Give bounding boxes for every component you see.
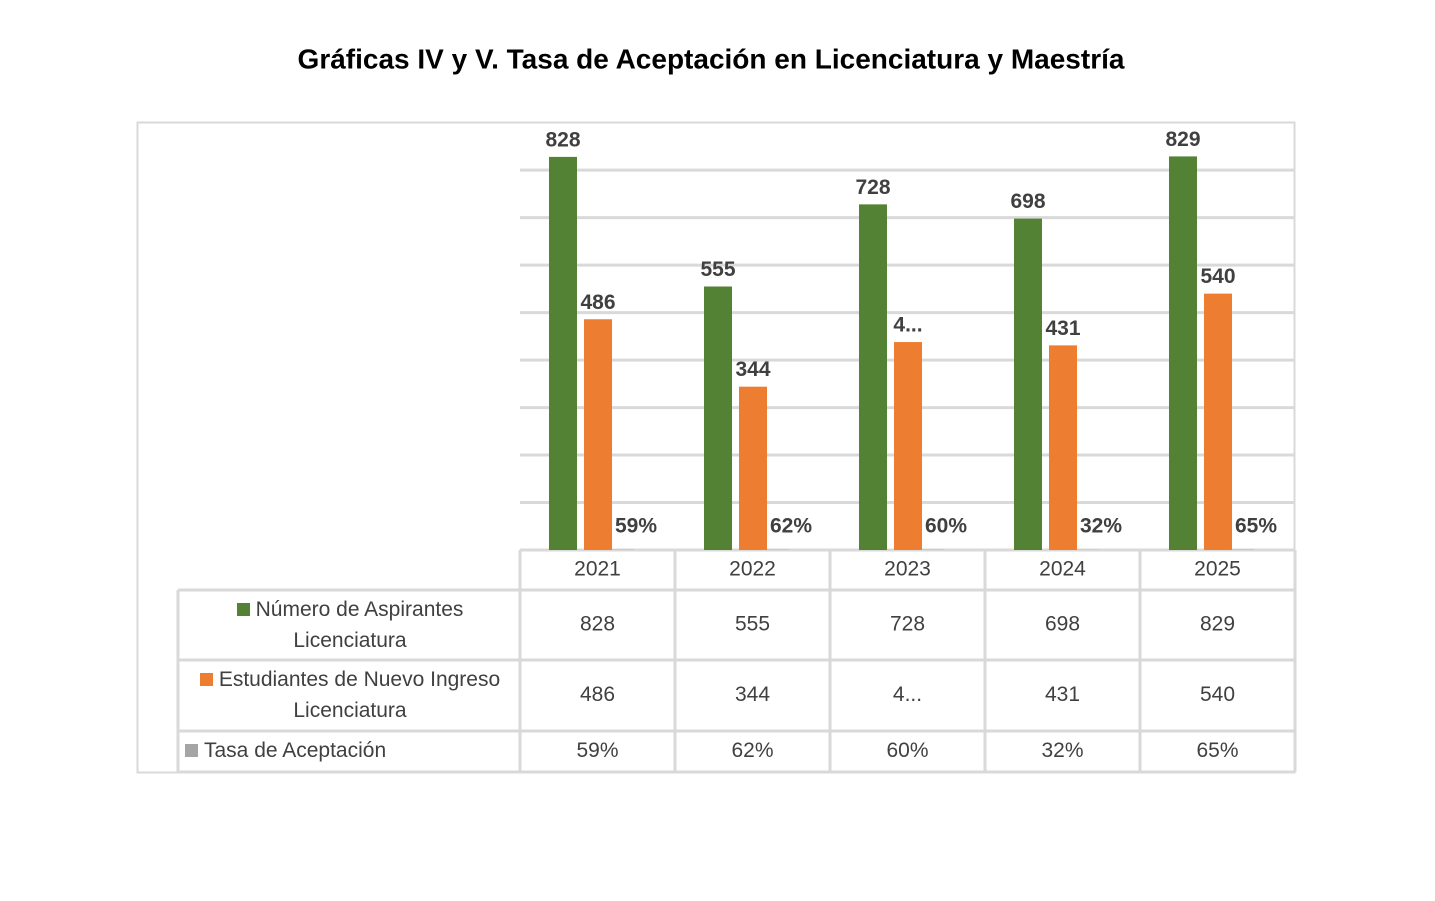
table-value: 728 <box>890 613 925 636</box>
data-label: 59% <box>615 515 657 538</box>
table-value: 344 <box>735 683 770 706</box>
table-value: 4... <box>893 683 922 706</box>
table-value: 486 <box>580 683 615 706</box>
bar <box>549 156 577 550</box>
x-tick-label: 2022 <box>729 558 776 581</box>
data-label: 60% <box>925 515 967 538</box>
table-value: 555 <box>735 613 770 636</box>
data-label: 540 <box>1200 265 1235 288</box>
bar <box>1169 156 1197 550</box>
chart-title: Gráficas IV y V. Tasa de Aceptación en L… <box>298 43 1125 74</box>
data-label: 555 <box>700 258 735 281</box>
table-value: 829 <box>1200 613 1235 636</box>
data-label: 828 <box>545 128 580 151</box>
x-tick-label: 2024 <box>1039 558 1086 581</box>
legend-swatch <box>185 744 198 757</box>
bar <box>704 286 732 550</box>
bar <box>859 204 887 551</box>
legend-label: Número de Aspirantes Licenciatura <box>255 598 464 652</box>
data-label: 32% <box>1080 515 1122 538</box>
legend-label: Estudiantes de Nuevo Ingreso Licenciatur… <box>218 668 501 722</box>
data-label: 486 <box>580 291 615 314</box>
table-value: 540 <box>1200 683 1235 706</box>
x-tick-label: 2025 <box>1194 558 1241 581</box>
table-value: 32% <box>1041 739 1083 762</box>
legend-label: Tasa de Aceptación <box>204 739 387 762</box>
data-label: 4... <box>893 314 922 337</box>
table-value: 59% <box>576 739 618 762</box>
x-tick-label: 2021 <box>574 558 621 581</box>
table-value: 60% <box>886 739 928 762</box>
table-value: 698 <box>1045 613 1080 636</box>
legend-swatch <box>236 603 250 616</box>
table-value: 62% <box>731 739 773 762</box>
legend-entry: Número de Aspirantes Licenciatura <box>185 594 515 656</box>
bar <box>1049 345 1077 550</box>
data-label: 65% <box>1235 515 1277 538</box>
bar <box>739 386 767 550</box>
bar <box>894 342 922 550</box>
data-label: 698 <box>1010 190 1045 213</box>
data-label: 62% <box>770 515 812 538</box>
legend-swatch <box>199 673 213 686</box>
data-label: 431 <box>1045 317 1080 340</box>
bar <box>584 319 612 550</box>
data-label: 344 <box>735 358 770 381</box>
table-value: 828 <box>580 613 615 636</box>
data-label: 728 <box>855 176 890 199</box>
x-tick-label: 2023 <box>884 558 931 581</box>
legend-entry: Tasa de Aceptación <box>185 735 515 766</box>
legend-entry: Estudiantes de Nuevo Ingreso Licenciatur… <box>185 664 515 726</box>
data-label: 829 <box>1165 128 1200 151</box>
bar <box>1204 293 1232 550</box>
bar <box>1014 218 1042 551</box>
table-value: 65% <box>1196 739 1238 762</box>
table-value: 431 <box>1045 683 1080 706</box>
